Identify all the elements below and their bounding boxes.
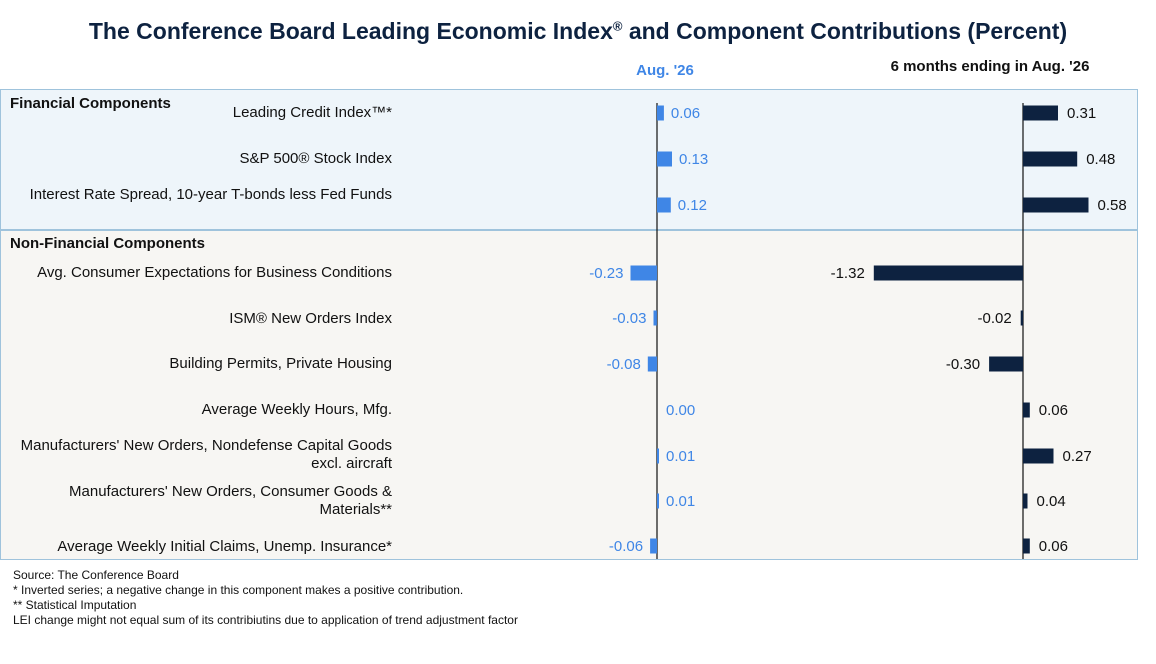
row-label: Average Weekly Hours, Mfg. [201,401,392,418]
row-label: Building Permits, Private Housing [169,355,392,372]
six-month-data-label: 0.48 [1086,151,1115,168]
non-financial-section-label: Non-Financial Components [10,235,205,252]
imputation-note: ** Statistical Imputation [13,598,137,612]
row-label: Interest Rate Spread, 10-year T-bonds le… [29,186,392,203]
month-bar [653,310,657,326]
inverted-series-note: * Inverted series; a negative change in … [13,583,464,597]
month-data-label: -0.06 [609,538,643,555]
row-label: ISM® New Orders Index [229,310,392,327]
month-bar [657,151,672,167]
six-month-data-label: 0.58 [1098,197,1127,214]
month-data-label: 0.01 [666,493,695,510]
six-month-bar [1023,493,1028,509]
month-data-label: 0.13 [679,151,708,168]
month-bar [650,538,657,554]
row-label: Avg. Consumer Expectations for Business … [37,264,392,281]
month-bar [647,356,657,372]
six-month-bar [1023,197,1089,213]
financial-section-label: Financial Components [10,95,171,112]
row-label: S&P 500® Stock Index [239,150,392,167]
six-month-data-label: 0.31 [1067,105,1096,122]
six-month-data-label: -1.32 [831,265,865,282]
month-data-label: -0.08 [607,356,641,373]
month-bar [657,448,659,464]
month-column-header: Aug. '26 [636,62,694,79]
month-bar [657,105,664,121]
month-bar [630,265,657,281]
month-data-label: -0.23 [589,265,623,282]
six-month-data-label: 0.04 [1037,493,1066,510]
row-label: Manufacturers' New Orders, Nondefense Ca… [20,437,392,472]
six-month-bar [1023,402,1030,418]
month-data-label: 0.01 [666,448,695,465]
month-bar [657,197,671,213]
six-month-data-label: 0.06 [1039,538,1068,555]
source-note: Source: The Conference Board [13,568,179,582]
financial-components-panel: Financial Components [0,89,1138,230]
row-label: Manufacturers' New Orders, Consumer Good… [69,483,392,518]
footnotes: Source: The Conference Board * Inverted … [13,568,518,628]
month-data-label: 0.12 [678,197,707,214]
six-month-bar [1020,310,1023,326]
non-financial-components-panel: Non-Financial Components [0,230,1138,560]
six-month-bar [1023,538,1030,554]
month-data-label: -0.03 [612,310,646,327]
six-month-bar [1023,105,1058,121]
chart-title: The Conference Board Leading Economic In… [88,18,1068,44]
six-month-data-label: 0.27 [1063,448,1092,465]
six-month-bar [873,265,1023,281]
six-month-data-label: -0.30 [946,356,980,373]
six-month-bar [1023,151,1078,167]
six-month-bar [989,356,1023,372]
month-bar [657,493,659,509]
six-month-bar [1023,448,1054,464]
six-month-data-label: -0.02 [977,310,1011,327]
six-month-column-header: 6 months ending in Aug. '26 [890,58,1090,75]
trend-adjustment-note: LEI change might not equal sum of its co… [13,613,518,627]
six-month-data-label: 0.06 [1039,402,1068,419]
month-data-label: 0.06 [671,105,700,122]
row-label: Leading Credit Index™* [232,104,392,121]
month-data-label: 0.00 [666,402,695,419]
row-label: Average Weekly Initial Claims, Unemp. In… [57,538,392,555]
